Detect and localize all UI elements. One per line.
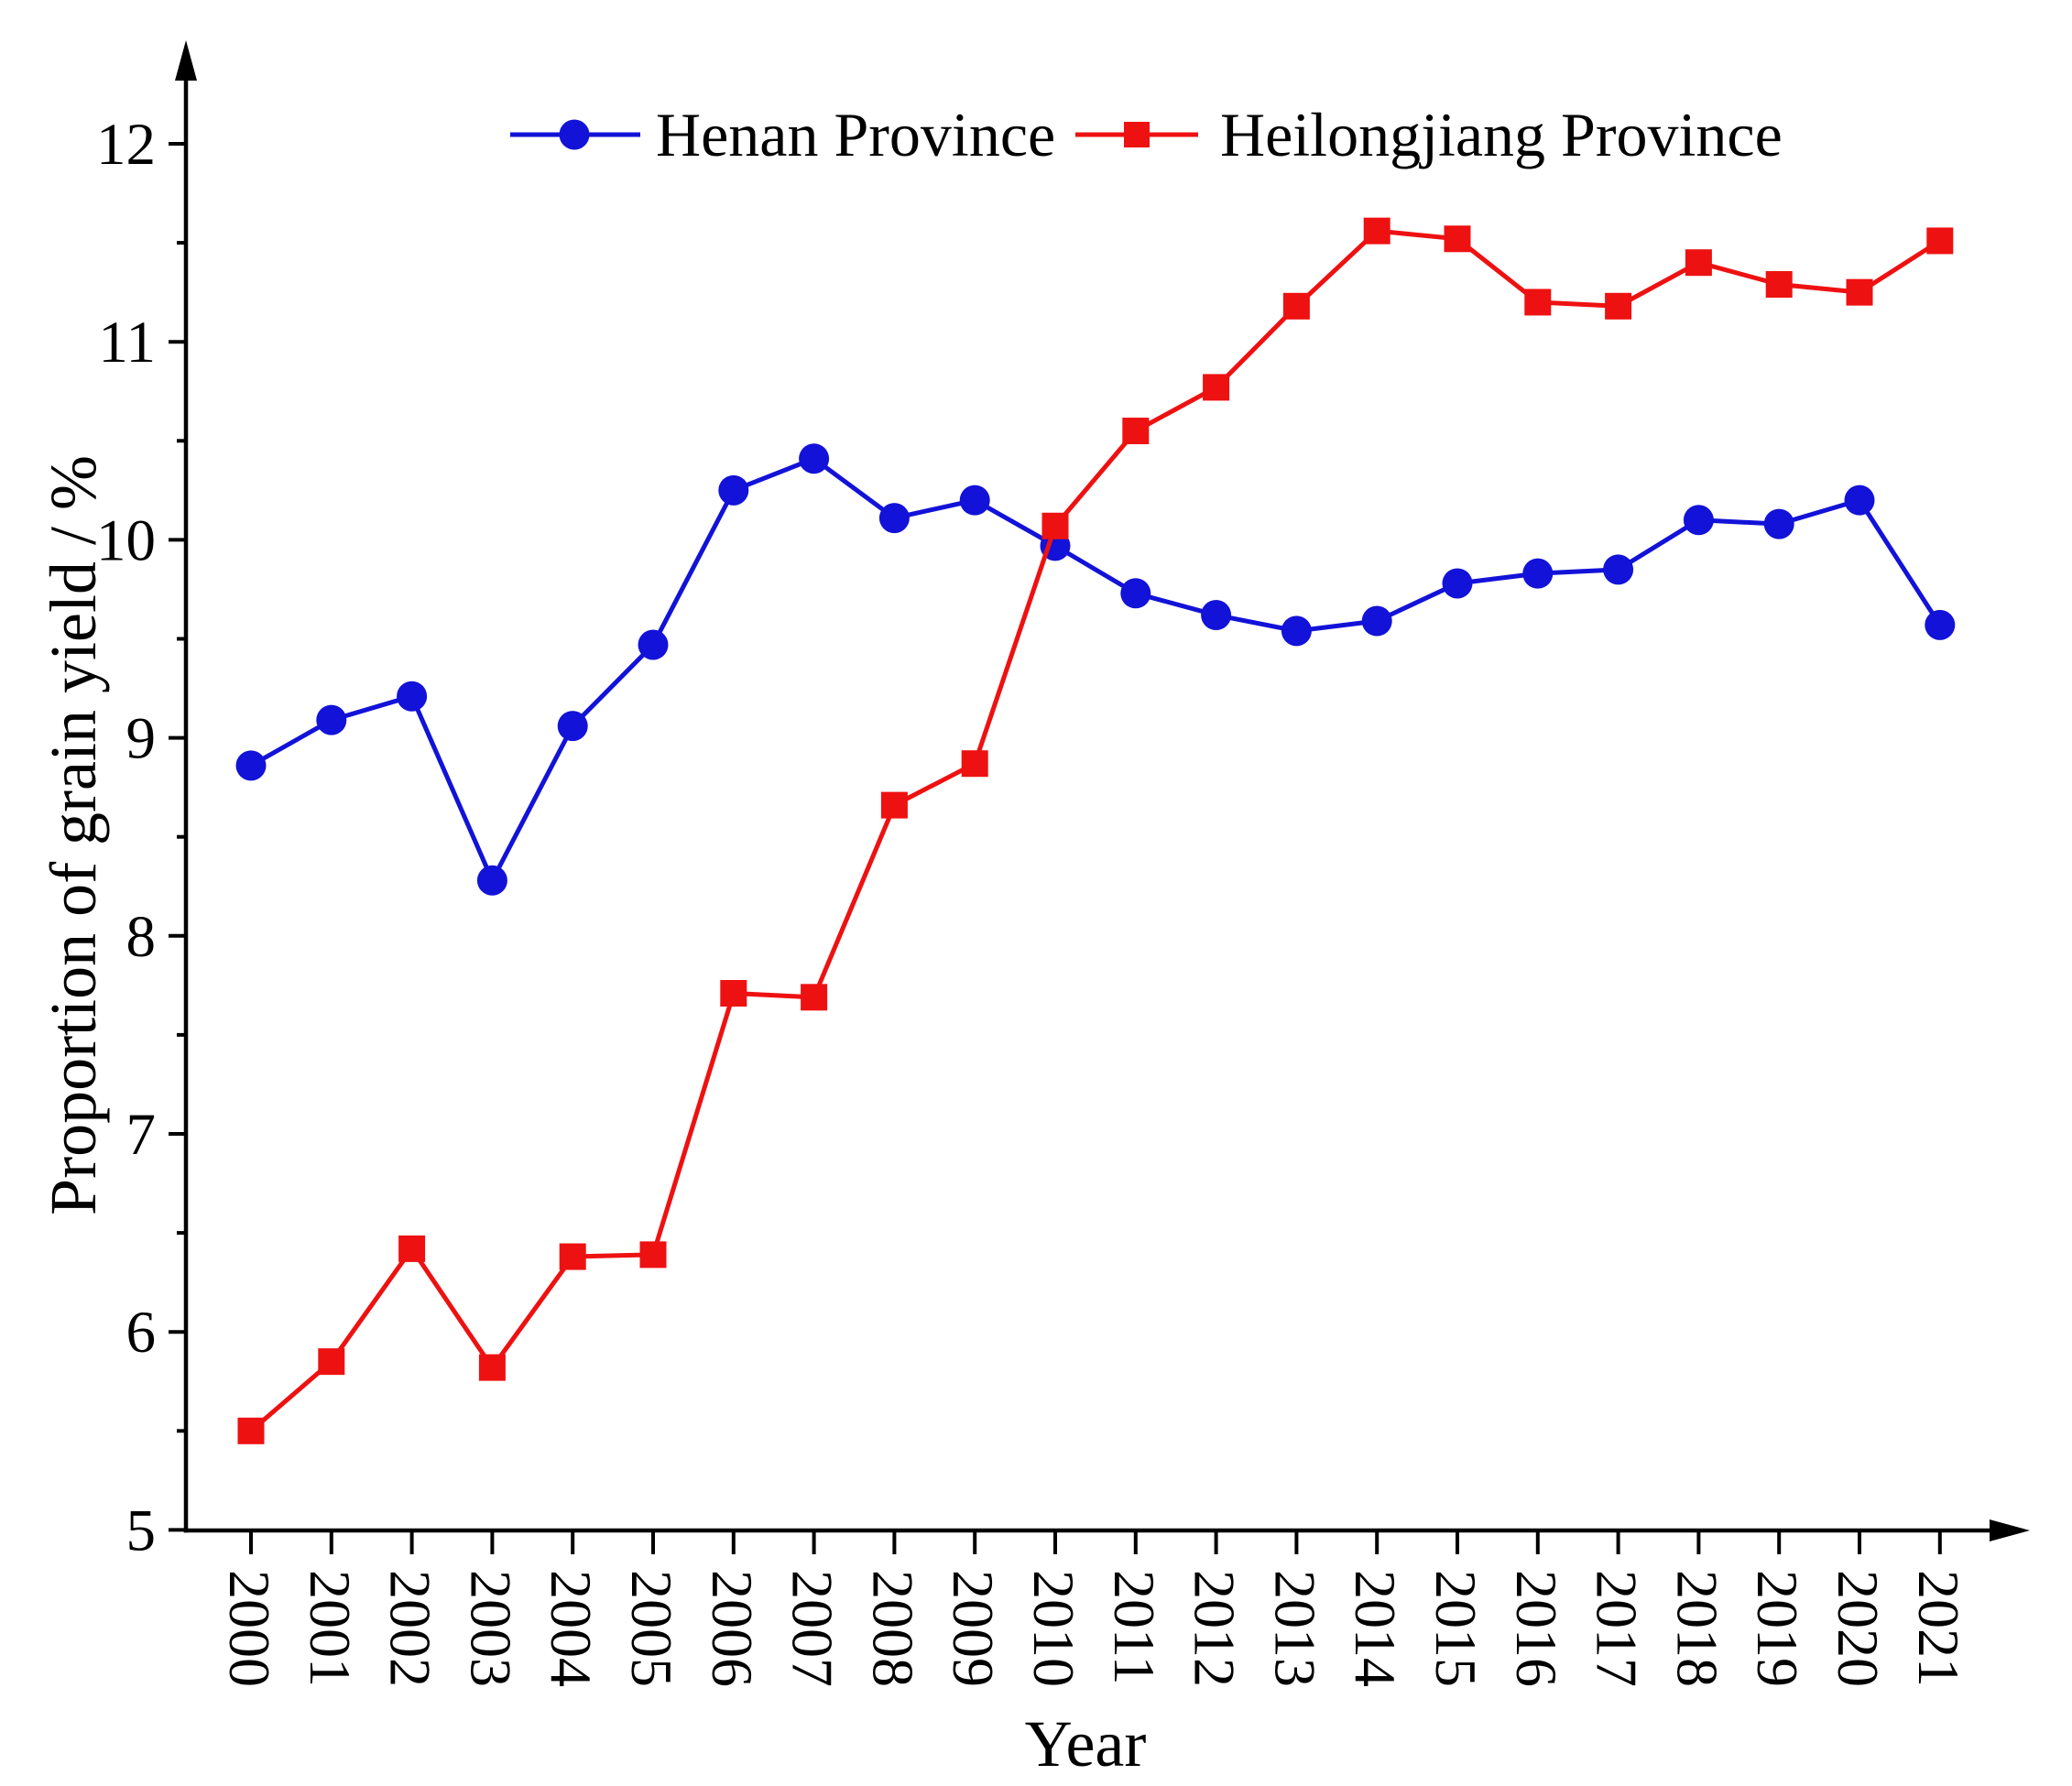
y-axis-arrowhead [175, 40, 197, 81]
data-point-heilongjiang-2014 [1363, 217, 1390, 245]
y-tick-label: 11 [98, 310, 156, 376]
series-henan [235, 443, 1956, 896]
data-point-henan-2008 [878, 503, 910, 534]
data-point-heilongjiang-2005 [639, 1241, 667, 1269]
data-point-heilongjiang-2019 [1765, 271, 1793, 299]
data-point-henan-2011 [1120, 578, 1151, 609]
data-point-heilongjiang-2003 [478, 1354, 506, 1381]
y-tick-label: 9 [126, 706, 157, 772]
data-point-henan-2020 [1844, 485, 1875, 516]
x-tick-label-year: 2009 [941, 1570, 1006, 1687]
legend-label: Heilongjiang Province [1220, 100, 1783, 169]
data-point-henan-2017 [1603, 554, 1634, 585]
x-tick-label-year: 2010 [1021, 1570, 1086, 1687]
legend-square-marker-icon [1124, 122, 1150, 147]
y-tick-label: 7 [126, 1102, 157, 1168]
y-tick-label: 5 [126, 1497, 157, 1563]
data-point-heilongjiang-2021 [1926, 227, 1954, 255]
x-tick-label-year: 2004 [539, 1570, 604, 1687]
data-point-henan-2019 [1763, 508, 1794, 539]
x-tick-label-year: 2012 [1183, 1570, 1248, 1687]
data-point-henan-2007 [799, 443, 830, 474]
x-tick-label-year: 2003 [458, 1570, 523, 1687]
data-point-heilongjiang-2016 [1524, 289, 1552, 316]
x-axis-title: Year [1025, 1707, 1147, 1781]
data-point-heilongjiang-2001 [318, 1348, 345, 1376]
legend-item-heilongjiang: Heilongjiang Province [1075, 100, 1783, 169]
y-tick-label: 6 [126, 1300, 157, 1366]
x-tick-label-year: 2017 [1585, 1570, 1650, 1687]
x-tick-label-year: 2014 [1343, 1570, 1408, 1687]
x-tick-label-year: 2011 [1102, 1570, 1167, 1685]
y-tick-label: 10 [96, 507, 156, 573]
x-tick-label-year: 2002 [378, 1570, 443, 1687]
x-tick-label-year: 2007 [780, 1570, 845, 1687]
legend-circle-marker-icon [559, 119, 590, 150]
data-point-heilongjiang-2009 [961, 750, 988, 778]
x-tick-label-year: 2021 [1906, 1570, 1971, 1687]
data-point-heilongjiang-2007 [801, 984, 828, 1011]
data-point-henan-2013 [1281, 615, 1312, 647]
data-point-henan-2003 [476, 865, 507, 896]
data-point-heilongjiang-2013 [1282, 292, 1310, 320]
x-tick-label-year: 2016 [1504, 1570, 1569, 1687]
y-axis-title: Proportion of grain yield / % [37, 455, 110, 1215]
series-heilongjiang [237, 217, 1954, 1444]
data-point-henan-2000 [235, 750, 267, 781]
x-tick-label-year: 2018 [1664, 1570, 1729, 1687]
y-tick-label: 8 [126, 904, 157, 970]
series-line-henan [248, 456, 1943, 883]
data-point-heilongjiang-2017 [1605, 292, 1632, 320]
data-point-henan-2014 [1361, 605, 1392, 637]
data-point-henan-2009 [959, 485, 990, 516]
x-tick-label-year: 2000 [217, 1570, 282, 1687]
data-point-heilongjiang-2004 [559, 1243, 586, 1270]
data-point-heilongjiang-2010 [1041, 512, 1069, 539]
x-tick-label-year: 2008 [860, 1570, 925, 1687]
data-point-henan-2021 [1925, 609, 1956, 640]
data-point-heilongjiang-2020 [1846, 278, 1873, 306]
x-tick-label-year: 2020 [1826, 1570, 1891, 1687]
data-point-heilongjiang-2000 [237, 1417, 265, 1444]
x-axis-arrowhead [1990, 1519, 2030, 1541]
data-point-heilongjiang-2015 [1444, 225, 1471, 253]
data-point-henan-2012 [1201, 600, 1232, 631]
data-point-henan-2018 [1683, 505, 1714, 536]
data-point-henan-2015 [1442, 568, 1473, 599]
data-point-henan-2001 [316, 704, 347, 735]
y-tick-label: 12 [96, 112, 156, 178]
data-point-heilongjiang-2006 [720, 979, 747, 1007]
data-point-henan-2005 [638, 629, 669, 660]
x-tick-label-year: 2013 [1262, 1570, 1327, 1687]
x-tick-label-year: 2019 [1745, 1570, 1810, 1687]
y-axis-ticks: 5 6 7 8 9 10 11 12 [96, 112, 186, 1563]
x-tick-label-year: 2006 [700, 1570, 765, 1687]
legend-label: Henan Province [656, 100, 1055, 169]
data-point-heilongjiang-2012 [1203, 374, 1230, 401]
data-point-henan-2002 [397, 681, 428, 712]
data-point-henan-2016 [1522, 558, 1554, 589]
x-tick-label-year: 2015 [1423, 1570, 1489, 1687]
legend: Henan Province Heilongjiang Province [510, 100, 1783, 169]
x-tick-label-year: 2001 [298, 1570, 363, 1687]
series-line-heilongjiang [248, 228, 1943, 1433]
data-point-heilongjiang-2011 [1122, 417, 1150, 444]
legend-item-henan: Henan Province [510, 100, 1055, 169]
data-point-henan-2004 [557, 711, 588, 742]
data-point-heilongjiang-2002 [398, 1235, 426, 1262]
x-tick-label-year: 2005 [619, 1570, 684, 1687]
axes [175, 40, 2030, 1541]
x-axis-ticks: 2000 2001 2002 2003 2004 2005 2006 2007 2008 2009… [217, 1530, 1971, 1687]
data-point-henan-2006 [718, 474, 749, 506]
data-point-heilongjiang-2018 [1685, 249, 1712, 277]
data-point-heilongjiang-2008 [880, 791, 908, 819]
